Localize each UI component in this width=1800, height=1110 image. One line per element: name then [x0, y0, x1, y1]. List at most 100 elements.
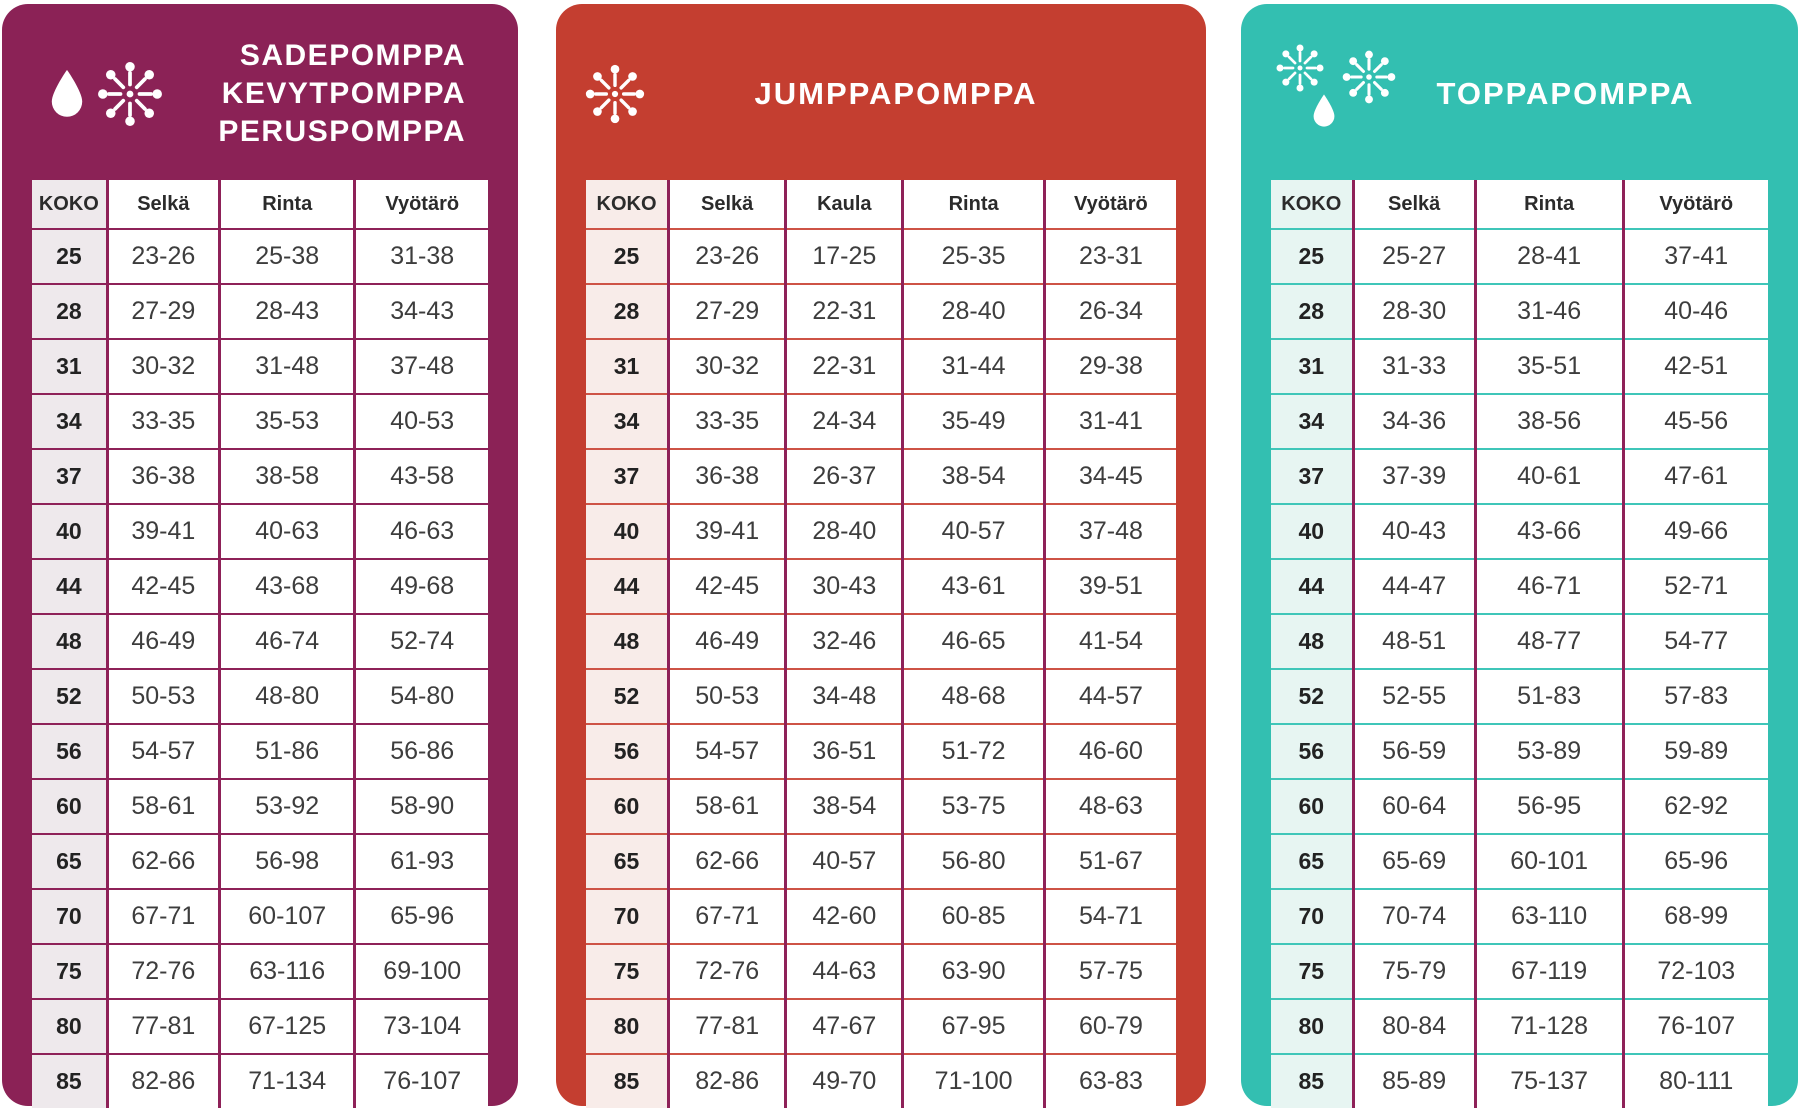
title-line: JUMPPAPOMPPA [754, 76, 1038, 111]
range-cell: 30-32 [105, 338, 220, 394]
range-cell: 71-128 [1473, 998, 1623, 1054]
column-header-selkä: Selkä [105, 180, 220, 229]
range-cell: 59-89 [1621, 723, 1768, 779]
koko-cell: 37 [586, 448, 669, 504]
table-row: 25 23-26 17-25 25-35 23-31 [586, 228, 1176, 284]
range-cell: 40-57 [901, 503, 1045, 559]
koko-cell: 28 [32, 283, 108, 339]
range-cell: 63-83 [1042, 1053, 1176, 1108]
koko-cell: 65 [32, 833, 108, 889]
range-cell: 48-68 [901, 668, 1045, 724]
range-cell: 39-41 [667, 503, 786, 559]
table-row: 60 60-64 56-95 62-92 [1271, 778, 1768, 834]
table-row: 44 42-45 43-68 49-68 [32, 558, 488, 614]
range-cell: 43-68 [217, 558, 355, 614]
table-row: 25 23-26 25-38 31-38 [32, 228, 488, 284]
range-cell: 54-77 [1621, 613, 1768, 669]
koko-cell: 40 [32, 503, 108, 559]
range-cell: 31-33 [1351, 338, 1476, 394]
range-cell: 52-71 [1621, 558, 1768, 614]
table-row: 65 62-66 56-98 61-93 [32, 833, 488, 889]
table-row: 37 37-39 40-61 47-61 [1271, 448, 1768, 504]
table-row: 56 56-59 53-89 59-89 [1271, 723, 1768, 779]
range-cell: 53-89 [1473, 723, 1623, 779]
range-cell: 53-75 [901, 778, 1045, 834]
range-cell: 23-26 [667, 228, 786, 284]
range-cell: 58-90 [353, 778, 488, 834]
range-cell: 54-80 [353, 668, 488, 724]
koko-cell: 44 [586, 558, 669, 614]
range-cell: 42-45 [105, 558, 220, 614]
droplet-icon [51, 69, 83, 117]
header-row: KOKO Selkä Rinta Vyötärö [32, 180, 488, 229]
table-row: 28 28-30 31-46 40-46 [1271, 283, 1768, 339]
range-cell: 62-66 [667, 833, 786, 889]
koko-cell: 34 [586, 393, 669, 449]
range-cell: 33-35 [667, 393, 786, 449]
column-header-rinta: Rinta [901, 180, 1045, 229]
range-cell: 48-51 [1351, 613, 1476, 669]
range-cell: 23-31 [1042, 228, 1176, 284]
range-cell: 52-55 [1351, 668, 1476, 724]
range-cell: 34-48 [784, 668, 903, 724]
table-row: 75 75-79 67-119 72-103 [1271, 943, 1768, 999]
range-cell: 44-57 [1042, 668, 1176, 724]
koko-cell: 70 [586, 888, 669, 944]
range-cell: 72-103 [1621, 943, 1768, 999]
range-cell: 46-63 [353, 503, 488, 559]
header-row: KOKO Selkä Rinta Vyötärö [1271, 180, 1768, 229]
range-cell: 40-57 [784, 833, 903, 889]
koko-cell: 48 [32, 613, 108, 669]
table-row: 48 46-49 46-74 52-74 [32, 613, 488, 669]
range-cell: 22-31 [784, 283, 903, 339]
table-row: 31 31-33 35-51 42-51 [1271, 338, 1768, 394]
range-cell: 67-71 [105, 888, 220, 944]
table-row: 65 65-69 60-101 65-96 [1271, 833, 1768, 889]
range-cell: 47-67 [784, 998, 903, 1054]
range-cell: 48-63 [1042, 778, 1176, 834]
range-cell: 42-51 [1621, 338, 1768, 394]
range-cell: 75-79 [1351, 943, 1476, 999]
range-cell: 34-36 [1351, 393, 1476, 449]
droplet-icon [1313, 94, 1335, 127]
range-cell: 48-77 [1473, 613, 1623, 669]
koko-cell: 37 [1271, 448, 1353, 504]
koko-cell: 80 [32, 998, 108, 1054]
range-cell: 67-71 [667, 888, 786, 944]
panel-header: TOPPAPOMPPA [1241, 4, 1798, 176]
range-cell: 65-69 [1351, 833, 1476, 889]
range-cell: 46-71 [1473, 558, 1623, 614]
range-cell: 62-66 [105, 833, 220, 889]
range-cell: 72-76 [105, 943, 220, 999]
koko-cell: 85 [32, 1053, 108, 1108]
range-cell: 34-43 [353, 283, 488, 339]
table-row: 31 30-32 22-31 31-44 29-38 [586, 338, 1176, 394]
table-row: 75 72-76 44-63 63-90 57-75 [586, 943, 1176, 999]
range-cell: 77-81 [105, 998, 220, 1054]
range-cell: 46-65 [901, 613, 1045, 669]
koko-cell: 44 [1271, 558, 1353, 614]
table-row: 44 42-45 30-43 43-61 39-51 [586, 558, 1176, 614]
range-cell: 76-107 [1621, 998, 1768, 1054]
range-cell: 75-137 [1473, 1053, 1623, 1108]
table-row: 34 34-36 38-56 45-56 [1271, 393, 1768, 449]
range-cell: 37-41 [1621, 228, 1768, 284]
title-line: SADEPOMPPA [239, 39, 466, 72]
range-cell: 35-53 [217, 393, 355, 449]
table-row: 28 27-29 28-43 34-43 [32, 283, 488, 339]
table-row: 85 82-86 49-70 71-100 63-83 [586, 1053, 1176, 1108]
koko-cell: 80 [586, 998, 669, 1054]
range-cell: 65-96 [1621, 833, 1768, 889]
range-cell: 61-93 [353, 833, 488, 889]
koko-cell: 48 [586, 613, 669, 669]
burst-snowflake-icon [1342, 50, 1396, 104]
column-header-kaula: Kaula [784, 180, 903, 229]
range-cell: 51-67 [1042, 833, 1176, 889]
panel-icons [1241, 41, 1401, 147]
range-cell: 68-99 [1621, 888, 1768, 944]
koko-cell: 70 [1271, 888, 1353, 944]
range-cell: 37-39 [1351, 448, 1476, 504]
column-header-selkä: Selkä [667, 180, 786, 229]
table-row: 44 44-47 46-71 52-71 [1271, 558, 1768, 614]
range-cell: 76-107 [353, 1053, 488, 1108]
